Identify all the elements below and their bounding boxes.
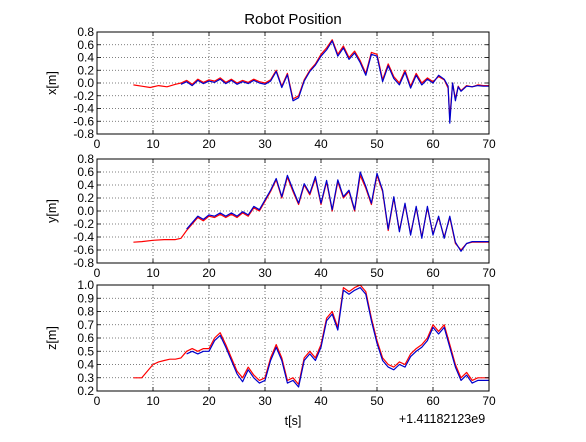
y-tick-label: 0.4 [77, 51, 94, 65]
x-tick-label: 0 [94, 394, 101, 408]
y-axis-label: x[m] [45, 71, 59, 95]
x-tick-label: 10 [146, 266, 160, 280]
y-tick-label: 0.4 [77, 178, 94, 192]
y-tick-label: 0.5 [77, 344, 94, 358]
y-tick-label: 0.6 [77, 165, 94, 179]
y-axis-label: y[m] [45, 199, 59, 223]
x-tick-label: 40 [314, 394, 328, 408]
y-tick-label: -0.2 [73, 217, 94, 231]
x-tick-label: 30 [258, 394, 272, 408]
y-tick-label: 0.8 [77, 152, 94, 166]
y-tick-label: 0.9 [77, 291, 94, 305]
series-line-blue [180, 40, 489, 124]
x-tick-label: 50 [370, 137, 384, 151]
subplot-zm: 0 10 20 30 40 50 60 70 0.20.30.40.50.60.70.80.91… [45, 278, 496, 408]
x-tick-label: 40 [314, 137, 328, 151]
y-tick-label: 0.6 [77, 331, 94, 345]
x-tick-label: 70 [482, 137, 496, 151]
x-tick-label: 30 [258, 266, 272, 280]
x-tick-label: 50 [370, 394, 384, 408]
x-axis-label: t[s] [285, 414, 302, 428]
x-tick-label: 10 [146, 137, 160, 151]
series-line-blue [186, 287, 489, 388]
y-tick-label: 0.3 [77, 371, 94, 385]
series-line-red [133, 174, 489, 251]
x-tick-label: 20 [202, 266, 216, 280]
y-tick-label: 0.6 [77, 38, 94, 52]
y-tick-label: 0.8 [77, 25, 94, 39]
y-tick-label: 0.2 [77, 191, 94, 205]
x-tick-label: 20 [202, 137, 216, 151]
y-tick-label: -0.4 [73, 102, 94, 116]
y-tick-label: 0.0 [77, 204, 94, 218]
x-tick-label: 10 [146, 394, 160, 408]
y-tick-label: -0.8 [73, 256, 94, 270]
x-tick-label: 0 [94, 137, 101, 151]
x-tick-label: 60 [426, 137, 440, 151]
x-tick-label: 60 [426, 266, 440, 280]
x-tick-label: 70 [482, 266, 496, 280]
x-offset-label: +1.41182123e9 [399, 412, 485, 426]
y-tick-label: 0.4 [77, 358, 94, 372]
y-tick-label: -0.6 [73, 114, 94, 128]
x-tick-label: 50 [370, 266, 384, 280]
x-tick-label: 40 [314, 266, 328, 280]
x-tick-label: 70 [482, 394, 496, 408]
chart-title: Robot Position [244, 11, 342, 28]
subplot-ym: 0 10 20 30 40 50 60 70 -0.8-0.6-0.4-0.20.00.20.4… [45, 152, 496, 280]
y-tick-label: 0.7 [77, 318, 94, 332]
y-tick-label: 0.2 [77, 384, 94, 398]
y-tick-label: -0.2 [73, 89, 94, 103]
y-tick-label: -0.8 [73, 127, 94, 141]
x-tick-label: 0 [94, 266, 101, 280]
y-tick-label: 0.0 [77, 76, 94, 90]
y-tick-label: 1.0 [77, 278, 94, 292]
y-axis-label: z[m] [45, 326, 59, 350]
y-tick-label: -0.4 [73, 230, 94, 244]
subplot-xm: 0 10 20 30 40 50 60 70 -0.8-0.6-0.4-0.20.00.20.4… [45, 25, 496, 151]
x-tick-label: 20 [202, 394, 216, 408]
series-line-red [133, 284, 489, 385]
y-tick-label: 0.8 [77, 305, 94, 319]
panels: 0 10 20 30 40 50 60 70-0.8-0.6-0.4-0.20.00.20.4… [45, 25, 496, 408]
y-tick-label: 0.2 [77, 63, 94, 77]
x-tick-label: 60 [426, 394, 440, 408]
x-tick-label: 30 [258, 137, 272, 151]
series-line-blue [186, 171, 489, 252]
y-tick-label: -0.6 [73, 243, 94, 257]
